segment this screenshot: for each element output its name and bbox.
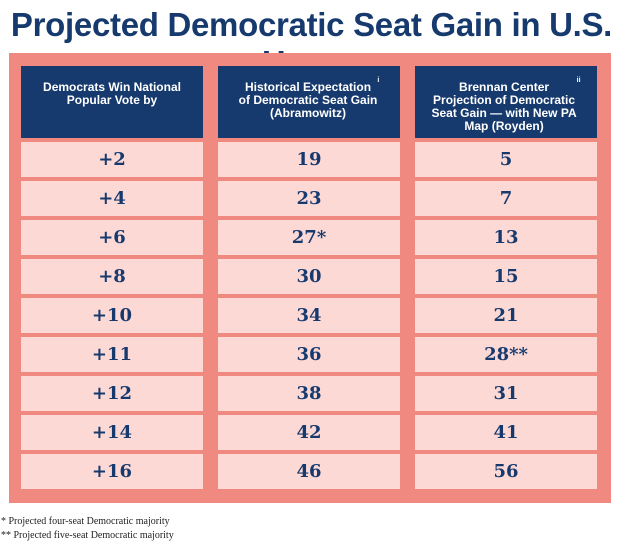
footnote-two-star: ** Projected five-seat Democratic majori… — [1, 530, 174, 541]
table-cell: 34 — [218, 298, 400, 333]
table-cell: +8 — [21, 259, 203, 294]
table-cell: 56 — [415, 454, 597, 489]
table-cell: 28** — [415, 337, 597, 372]
table-cell: +6 — [21, 220, 203, 255]
column-header: Historical Expectation of Democratic Sea… — [218, 66, 400, 138]
column-header: Brennan Center Projection of Democratic … — [415, 66, 597, 138]
table-cell: 42 — [218, 415, 400, 450]
column-header-label: Historical Expectation of Democratic Sea… — [238, 80, 378, 120]
table-cell: +14 — [21, 415, 203, 450]
table-cell: 23 — [218, 181, 400, 216]
table-cell: 30 — [218, 259, 400, 294]
table-cell: 41 — [415, 415, 597, 450]
table-cell: 21 — [415, 298, 597, 333]
table-cell: 31 — [415, 376, 597, 411]
column-header-label: Brennan Center Projection of Democratic … — [431, 80, 577, 133]
table-cell: +2 — [21, 142, 203, 177]
footnote-one-star: * Projected four-seat Democratic majorit… — [1, 516, 170, 527]
column-header-label: Democrats Win National Popular Vote by — [43, 80, 181, 107]
table-cell: 19 — [218, 142, 400, 177]
table-cell: 46 — [218, 454, 400, 489]
table-cell: 36 — [218, 337, 400, 372]
table-cell: +10 — [21, 298, 203, 333]
table-cell: 5 — [415, 142, 597, 177]
table-cell: +11 — [21, 337, 203, 372]
table-panel: Democrats Win National Popular Vote by +… — [9, 53, 611, 503]
table-cell: +16 — [21, 454, 203, 489]
column-header: Democrats Win National Popular Vote by — [21, 66, 203, 138]
column-popular-vote: Democrats Win National Popular Vote by +… — [21, 66, 203, 489]
table-cell: +4 — [21, 181, 203, 216]
table-cell: 15 — [415, 259, 597, 294]
column-brennan-projection: Brennan Center Projection of Democratic … — [415, 66, 597, 489]
table-cell: 13 — [415, 220, 597, 255]
table-cell: 7 — [415, 181, 597, 216]
table-cell: 38 — [218, 376, 400, 411]
column-historical-expectation: Historical Expectation of Democratic Sea… — [218, 66, 400, 489]
table-cell: 27* — [218, 220, 400, 255]
footnotes: * Projected four-seat Democratic majorit… — [1, 515, 174, 543]
table-cell: +12 — [21, 376, 203, 411]
